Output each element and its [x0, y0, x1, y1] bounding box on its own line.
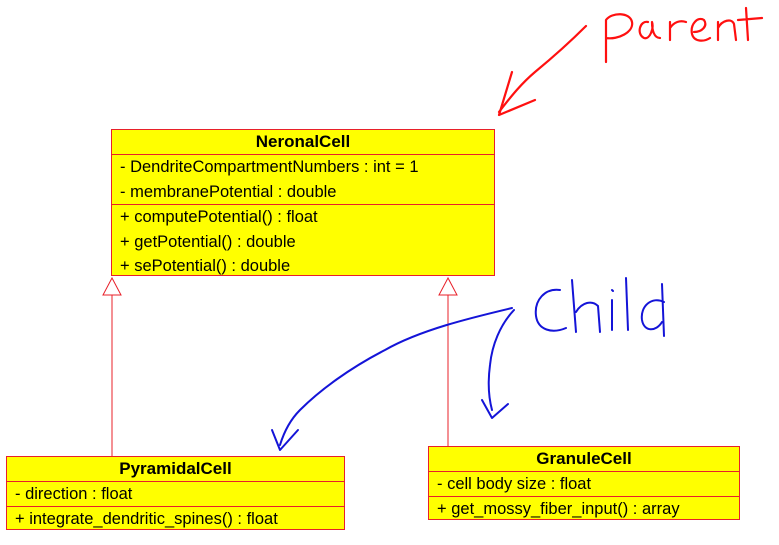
child-annotation [271, 277, 665, 451]
attributes-section-pyramidal-cell: - direction : float [7, 482, 344, 507]
parent-arrow-shaft [497, 24, 588, 114]
operation-compute-potential: + computePotential() : float [120, 208, 318, 226]
class-name-granule-cell: GranuleCell [429, 447, 739, 472]
operation-se-potential: + sePotential() : double [120, 257, 291, 275]
generalization-connector-pyramidal [102, 276, 122, 456]
operation-integrate-dendritic-spines: + integrate_dendritic_spines() : float [15, 510, 278, 528]
attribute-cell-body-size: - cell body size : float [437, 475, 592, 493]
operations-section-pyramidal-cell: + integrate_dendritic_spines() : float [7, 507, 344, 531]
operation-get-potential: + getPotential() : double [120, 232, 296, 251]
child-handwriting [534, 277, 665, 337]
class-name-neuronal-cell: NeronalCell [112, 130, 494, 155]
child-arrow-left [279, 307, 513, 446]
attribute-membrane-potential: - membranePotential : double [120, 182, 337, 201]
attributes-section-neuronal-cell: - DendriteCompartmentNumbers : int = 1 -… [112, 155, 494, 205]
generalization-connector-granule [438, 276, 458, 446]
attributes-section-granule-cell: - cell body size : float [429, 472, 739, 497]
attribute-dendrite-compartment-numbers: - DendriteCompartmentNumbers : int = 1 [120, 158, 419, 176]
inheritance-arrowhead-pyramidal [102, 276, 122, 296]
operations-section-neuronal-cell: + computePotential() : float + getPotent… [112, 205, 494, 279]
class-box-neuronal-cell: NeronalCell - DendriteCompartmentNumbers… [111, 129, 495, 276]
inheritance-arrowhead-granule [438, 276, 458, 296]
child-arrowhead-right [481, 399, 509, 419]
attribute-direction: - direction : float [15, 485, 133, 503]
class-box-granule-cell: GranuleCell - cell body size : float + g… [428, 446, 740, 520]
parent-handwriting [604, 6, 764, 64]
child-arrowhead-left [271, 429, 299, 451]
child-arrow-right [487, 309, 515, 411]
class-name-pyramidal-cell: PyramidalCell [7, 457, 344, 482]
operations-section-granule-cell: + get_mossy_fiber_input() : array [429, 497, 739, 521]
parent-arrowhead [497, 70, 537, 117]
class-box-pyramidal-cell: PyramidalCell - direction : float + inte… [6, 456, 345, 530]
parent-annotation [497, 6, 764, 117]
operation-get-mossy-fiber-input: + get_mossy_fiber_input() : array [437, 500, 680, 518]
